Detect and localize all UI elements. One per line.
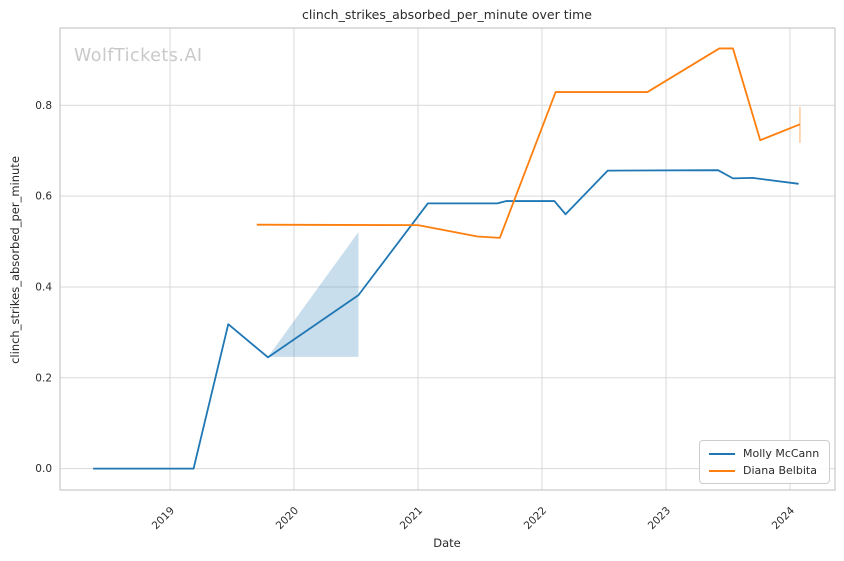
x-tick-label-2021: 2021 <box>398 505 425 532</box>
y-tick-label-0.6: 0.6 <box>35 191 52 203</box>
x-tick-label-2019: 2019 <box>150 505 177 532</box>
x-axis-label: Date <box>433 536 461 550</box>
legend-label-diana: Diana Belbita <box>743 464 817 477</box>
x-tick-label-2023: 2023 <box>646 505 673 532</box>
legend-label-molly: Molly McCann <box>743 447 820 460</box>
x-tick-label-2022: 2022 <box>522 505 549 532</box>
legend-line-swatch-molly <box>709 452 735 455</box>
plot-border <box>59 27 836 491</box>
x-tick-label-2020: 2020 <box>274 505 301 532</box>
chart-title: clinch_strikes_absorbed_per_minute over … <box>302 7 592 22</box>
legend-item-molly-mccann: Molly McCann <box>709 447 821 460</box>
legend: Molly McCann Diana Belbita <box>699 440 830 484</box>
series-line-diana-belbita <box>256 47 801 239</box>
y-tick-label-0: 0.0 <box>35 463 52 475</box>
legend-item-diana-belbita: Diana Belbita <box>709 464 821 477</box>
y-tick-label-0.2: 0.2 <box>35 372 52 384</box>
y-tick-label-0.8: 0.8 <box>35 100 52 112</box>
series-line-molly-mccann <box>93 169 799 470</box>
confidence-band <box>267 231 359 357</box>
y-tick-label-0.4: 0.4 <box>35 282 52 294</box>
legend-line-swatch-diana <box>709 469 735 472</box>
x-tick-label-2024: 2024 <box>770 504 798 532</box>
